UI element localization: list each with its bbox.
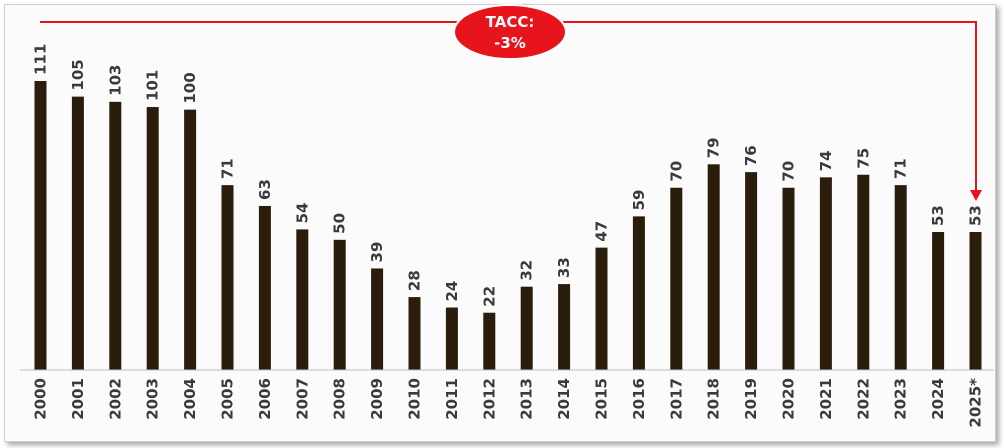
bar-2019 [745,172,757,370]
tick-label-2016: 2016 [630,378,648,420]
tick-label-2023: 2023 [892,378,910,420]
value-label-2005: 71 [219,158,237,179]
tick-label-2022: 2022 [854,378,872,420]
tick-label-2001: 2001 [69,378,87,420]
tick-label-2020: 2020 [780,378,798,420]
bar-2010 [409,297,421,370]
value-label-2016: 59 [630,190,648,211]
value-label-2004: 100 [181,72,199,103]
bar-2009 [371,268,383,370]
value-label-2007: 54 [293,203,311,224]
value-label-2003: 101 [144,70,162,101]
tick-label-2025*: 2025* [967,378,985,428]
cagr-label: TACC: [486,13,535,31]
value-label-2014: 33 [555,257,573,278]
tick-label-2015: 2015 [593,378,611,420]
value-label-2012: 22 [480,286,498,307]
bar-2005 [222,185,234,370]
tick-label-2010: 2010 [406,378,424,420]
tick-label-2000: 2000 [32,378,50,420]
value-label-2022: 75 [854,148,872,169]
value-label-2006: 63 [256,179,274,200]
bar-2020 [783,188,795,370]
value-label-2008: 50 [331,213,349,234]
value-label-2001: 105 [69,59,87,90]
bar-2006 [259,206,271,370]
value-label-2011: 24 [443,281,461,302]
tick-label-2007: 2007 [293,378,311,420]
tick-labels-group: 2000 2001 2002 2003 2004 2005 2006 2007 2008 2009… [32,378,985,428]
value-label-2010: 28 [406,270,424,291]
tick-label-2012: 2012 [480,378,498,420]
tick-label-2006: 2006 [256,378,274,420]
value-label-2020: 70 [780,161,798,182]
value-label-2000: 111 [32,44,50,75]
value-label-2015: 47 [593,221,611,242]
tick-label-2002: 2002 [106,378,124,420]
tick-label-2009: 2009 [368,378,386,420]
bar-2021 [820,177,832,370]
bar-2007 [296,229,308,370]
tick-label-2021: 2021 [817,378,835,420]
cagr-value: -3% [494,34,526,52]
bar-2023 [895,185,907,370]
value-label-2025*: 53 [967,205,985,226]
value-label-2017: 70 [667,161,685,182]
tick-label-2003: 2003 [144,378,162,420]
bar-2016 [633,216,645,370]
tick-label-2004: 2004 [181,378,199,420]
tick-label-2017: 2017 [667,378,685,420]
value-label-2023: 71 [892,158,910,179]
tick-label-2024: 2024 [929,378,947,420]
value-label-2013: 32 [518,260,536,281]
value-label-2024: 53 [929,205,947,226]
tick-label-2018: 2018 [705,378,723,420]
bar-2024 [932,232,944,370]
bar-2003 [147,107,159,370]
bar-2008 [334,240,346,370]
bar-2025* [970,232,982,370]
value-labels-group: 111 105 103 101 100 71 63 54 50 39 28 24 22 32 33 47 59 7… [32,44,985,307]
tick-label-2011: 2011 [443,378,461,420]
value-label-2009: 39 [368,242,386,263]
bar-2012 [483,313,495,370]
tick-label-2014: 2014 [555,378,573,420]
bar-2004 [184,110,196,370]
value-label-2019: 76 [742,145,760,166]
bar-2011 [446,308,458,370]
bar-2001 [72,97,84,370]
bar-2002 [109,102,121,370]
bar-2000 [35,81,47,370]
bar-2022 [857,175,869,370]
value-label-2021: 74 [817,150,835,171]
bar-2017 [670,188,682,370]
cagr-arrow-head [970,190,982,201]
value-label-2002: 103 [106,65,124,96]
value-label-2018: 79 [705,137,723,158]
tick-label-2013: 2013 [518,378,536,420]
tick-label-2008: 2008 [331,378,349,420]
bars-group [35,81,982,370]
tick-label-2005: 2005 [219,378,237,420]
bar-2015 [596,248,608,370]
tick-label-2019: 2019 [742,378,760,420]
bar-2014 [558,284,570,370]
bar-2018 [708,164,720,370]
bar-2013 [521,287,533,370]
